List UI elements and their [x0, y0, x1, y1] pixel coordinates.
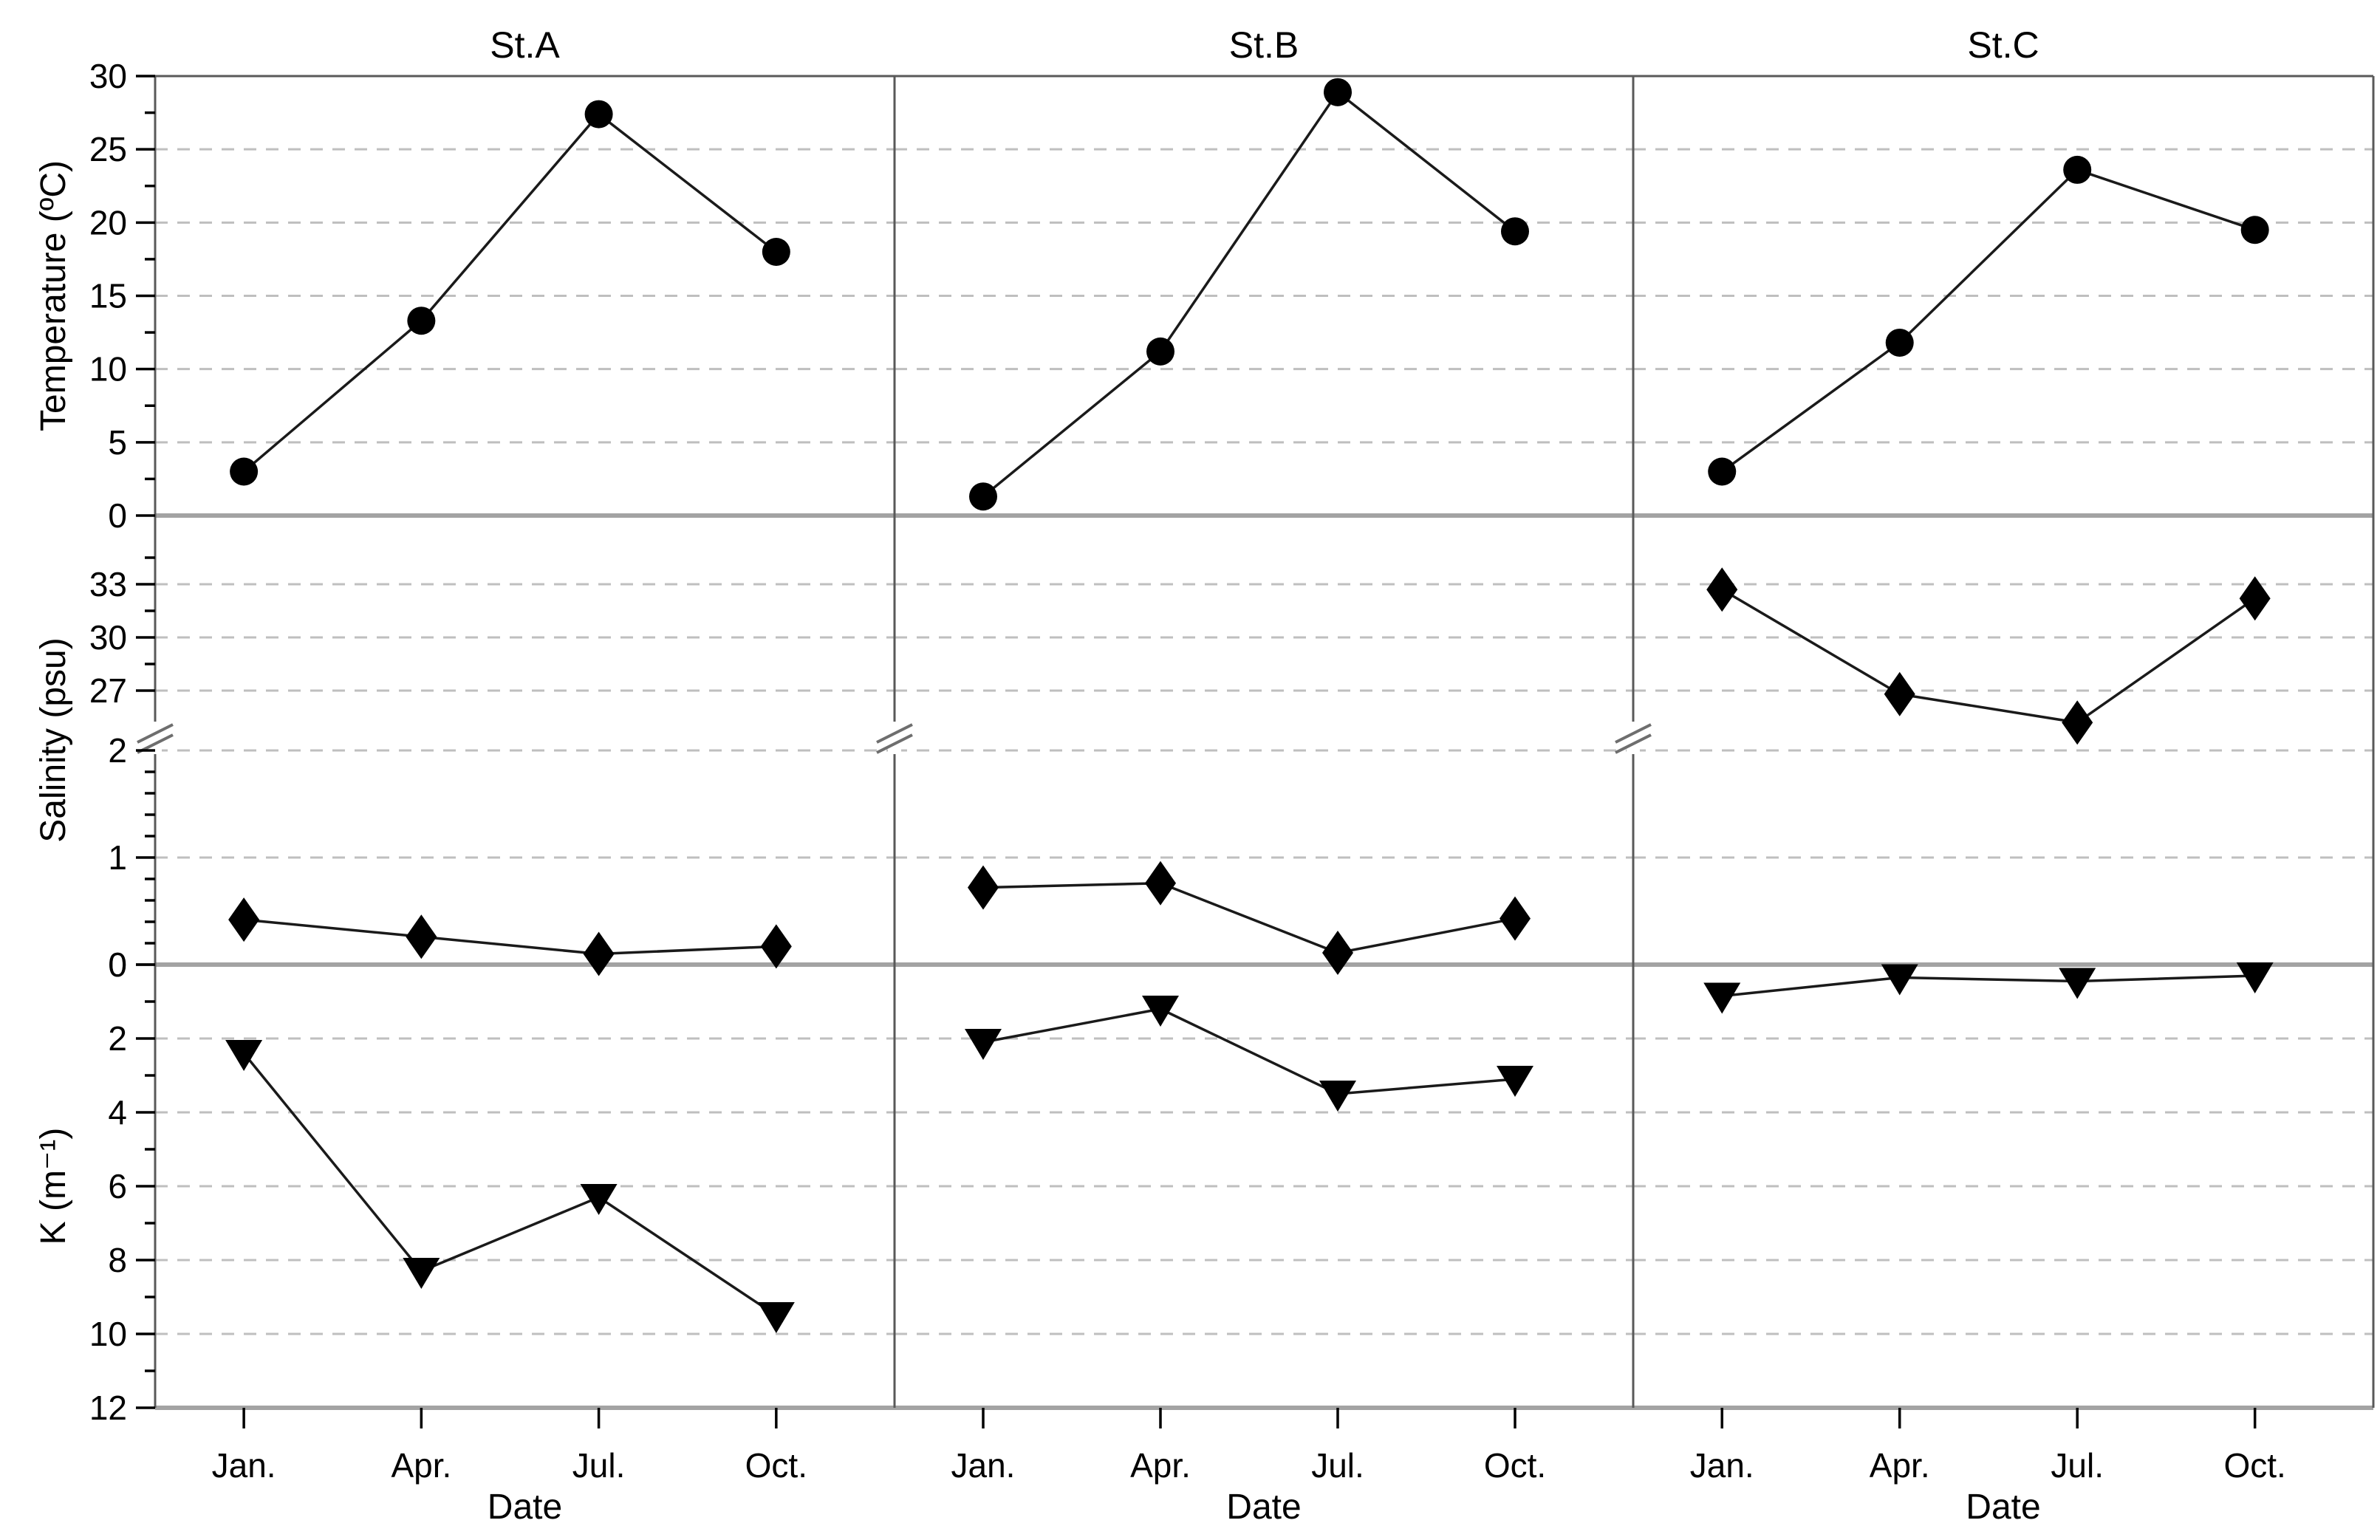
y-tick-label: 12: [89, 1389, 127, 1427]
y-axis-label: Temperature (ºC): [34, 160, 73, 431]
y-tick-label: 6: [108, 1167, 127, 1205]
axis-break-icon: [137, 723, 174, 744]
y-tick-label: 33: [89, 565, 127, 603]
axis-break-icon: [1615, 733, 1652, 754]
y-tick-label: 0: [108, 496, 127, 535]
data-point-marker: [1703, 982, 1741, 1014]
y-axis-label: Salinity (psu): [34, 637, 73, 842]
y-tick-label: 0: [108, 945, 127, 984]
y-tick-label: 1: [108, 838, 127, 877]
data-point-marker: [2062, 700, 2093, 745]
y-tick-label: 20: [89, 203, 127, 242]
y-tick-label: 4: [108, 1093, 127, 1132]
data-point-marker: [1146, 337, 1174, 366]
data-point-marker: [1501, 217, 1529, 246]
data-point-marker: [1319, 1081, 1356, 1112]
x-tick-label: Apr.: [391, 1446, 451, 1485]
data-point-marker: [2063, 155, 2092, 184]
x-tick-label: Apr.: [1870, 1446, 1930, 1485]
y-axis-label: K (m⁻¹): [34, 1128, 73, 1245]
axis-break-icon: [876, 733, 913, 754]
y-tick-label: 27: [89, 671, 127, 710]
x-axis-title: Date: [1966, 1488, 2040, 1527]
x-tick-label: Jan.: [1690, 1446, 1754, 1485]
y-tick-label: 5: [108, 423, 127, 462]
data-point-marker: [403, 1258, 440, 1289]
panel-title: St.B: [1229, 24, 1299, 66]
data-point-marker: [228, 897, 260, 942]
data-point-marker: [2059, 968, 2096, 999]
axis-break-gap: [888, 722, 901, 754]
data-series-line: [982, 882, 1516, 954]
data-point-marker: [1884, 671, 1915, 716]
x-axis-title: Date: [1226, 1488, 1301, 1527]
data-point-marker: [1324, 78, 1352, 106]
x-tick-label: Oct.: [745, 1446, 807, 1485]
y-tick-label: 15: [89, 277, 127, 315]
data-series-line: [242, 1052, 777, 1317]
x-axis-title: Date: [488, 1488, 562, 1527]
x-tick-label: Jul.: [1311, 1446, 1364, 1485]
y-tick-label: 30: [89, 618, 127, 657]
x-tick-label: Apr.: [1130, 1446, 1191, 1485]
data-point-marker: [760, 924, 792, 969]
data-point-marker: [406, 914, 437, 959]
data-point-marker: [757, 1302, 795, 1333]
y-tick-label: 10: [89, 1315, 127, 1353]
data-point-marker: [1142, 996, 1179, 1027]
x-tick-label: Jan.: [951, 1446, 1016, 1485]
y-tick-label: 0: [108, 945, 127, 984]
x-tick-label: Jan.: [212, 1446, 276, 1485]
data-point-marker: [2240, 216, 2269, 244]
data-series-line: [1721, 168, 2256, 473]
panel-title: St.C: [1967, 24, 2039, 66]
data-series-line: [243, 918, 776, 956]
data-point-marker: [2236, 962, 2274, 993]
data-series-line: [1721, 588, 2256, 725]
data-point-marker: [1145, 860, 1176, 906]
data-series-line: [242, 112, 777, 473]
y-tick-label: 10: [89, 350, 127, 389]
axis-break-icon: [1615, 723, 1652, 744]
data-point-marker: [1322, 931, 1353, 976]
data-point-marker: [2239, 576, 2271, 621]
data-point-marker: [1497, 1066, 1533, 1097]
data-point-marker: [1706, 567, 1738, 612]
data-point-marker: [1885, 328, 1914, 357]
data-point-marker: [225, 1040, 263, 1071]
y-tick-label: 30: [89, 57, 127, 95]
y-tick-label: 8: [108, 1241, 127, 1279]
axis-break-icon: [876, 723, 913, 744]
axis-break-gap: [1627, 722, 1640, 754]
data-point-marker: [580, 1184, 618, 1215]
data-series-line: [1722, 974, 2255, 998]
y-tick-label: 2: [108, 1019, 127, 1058]
data-point-marker: [407, 307, 436, 335]
panel-title: St.A: [490, 24, 560, 66]
data-point-marker: [230, 457, 259, 486]
x-tick-label: Oct.: [2224, 1446, 2286, 1485]
data-point-marker: [1708, 457, 1737, 486]
data-point-marker: [1881, 964, 1918, 996]
data-point-marker: [762, 238, 790, 266]
data-point-marker: [583, 931, 615, 976]
data-series-line: [982, 1007, 1516, 1095]
data-point-marker: [1500, 896, 1531, 941]
data-point-marker: [969, 482, 997, 511]
x-tick-label: Oct.: [1484, 1446, 1546, 1485]
data-point-marker: [584, 100, 613, 129]
x-tick-label: Jul.: [572, 1446, 626, 1485]
y-tick-label: 2: [108, 731, 127, 770]
figure-background: [30, 12, 2380, 1528]
data-series-line: [982, 90, 1516, 498]
data-point-marker: [968, 865, 999, 910]
y-tick-label: 25: [89, 130, 127, 168]
x-tick-label: Jul.: [2051, 1446, 2104, 1485]
data-point-marker: [965, 1029, 1002, 1060]
multi-panel-chart: 0 5 10 15 20 25 30 27 30 33 0 1 2 0 2 4 6 8 10 12 Jan. Apr. Ju…: [30, 12, 2380, 1528]
